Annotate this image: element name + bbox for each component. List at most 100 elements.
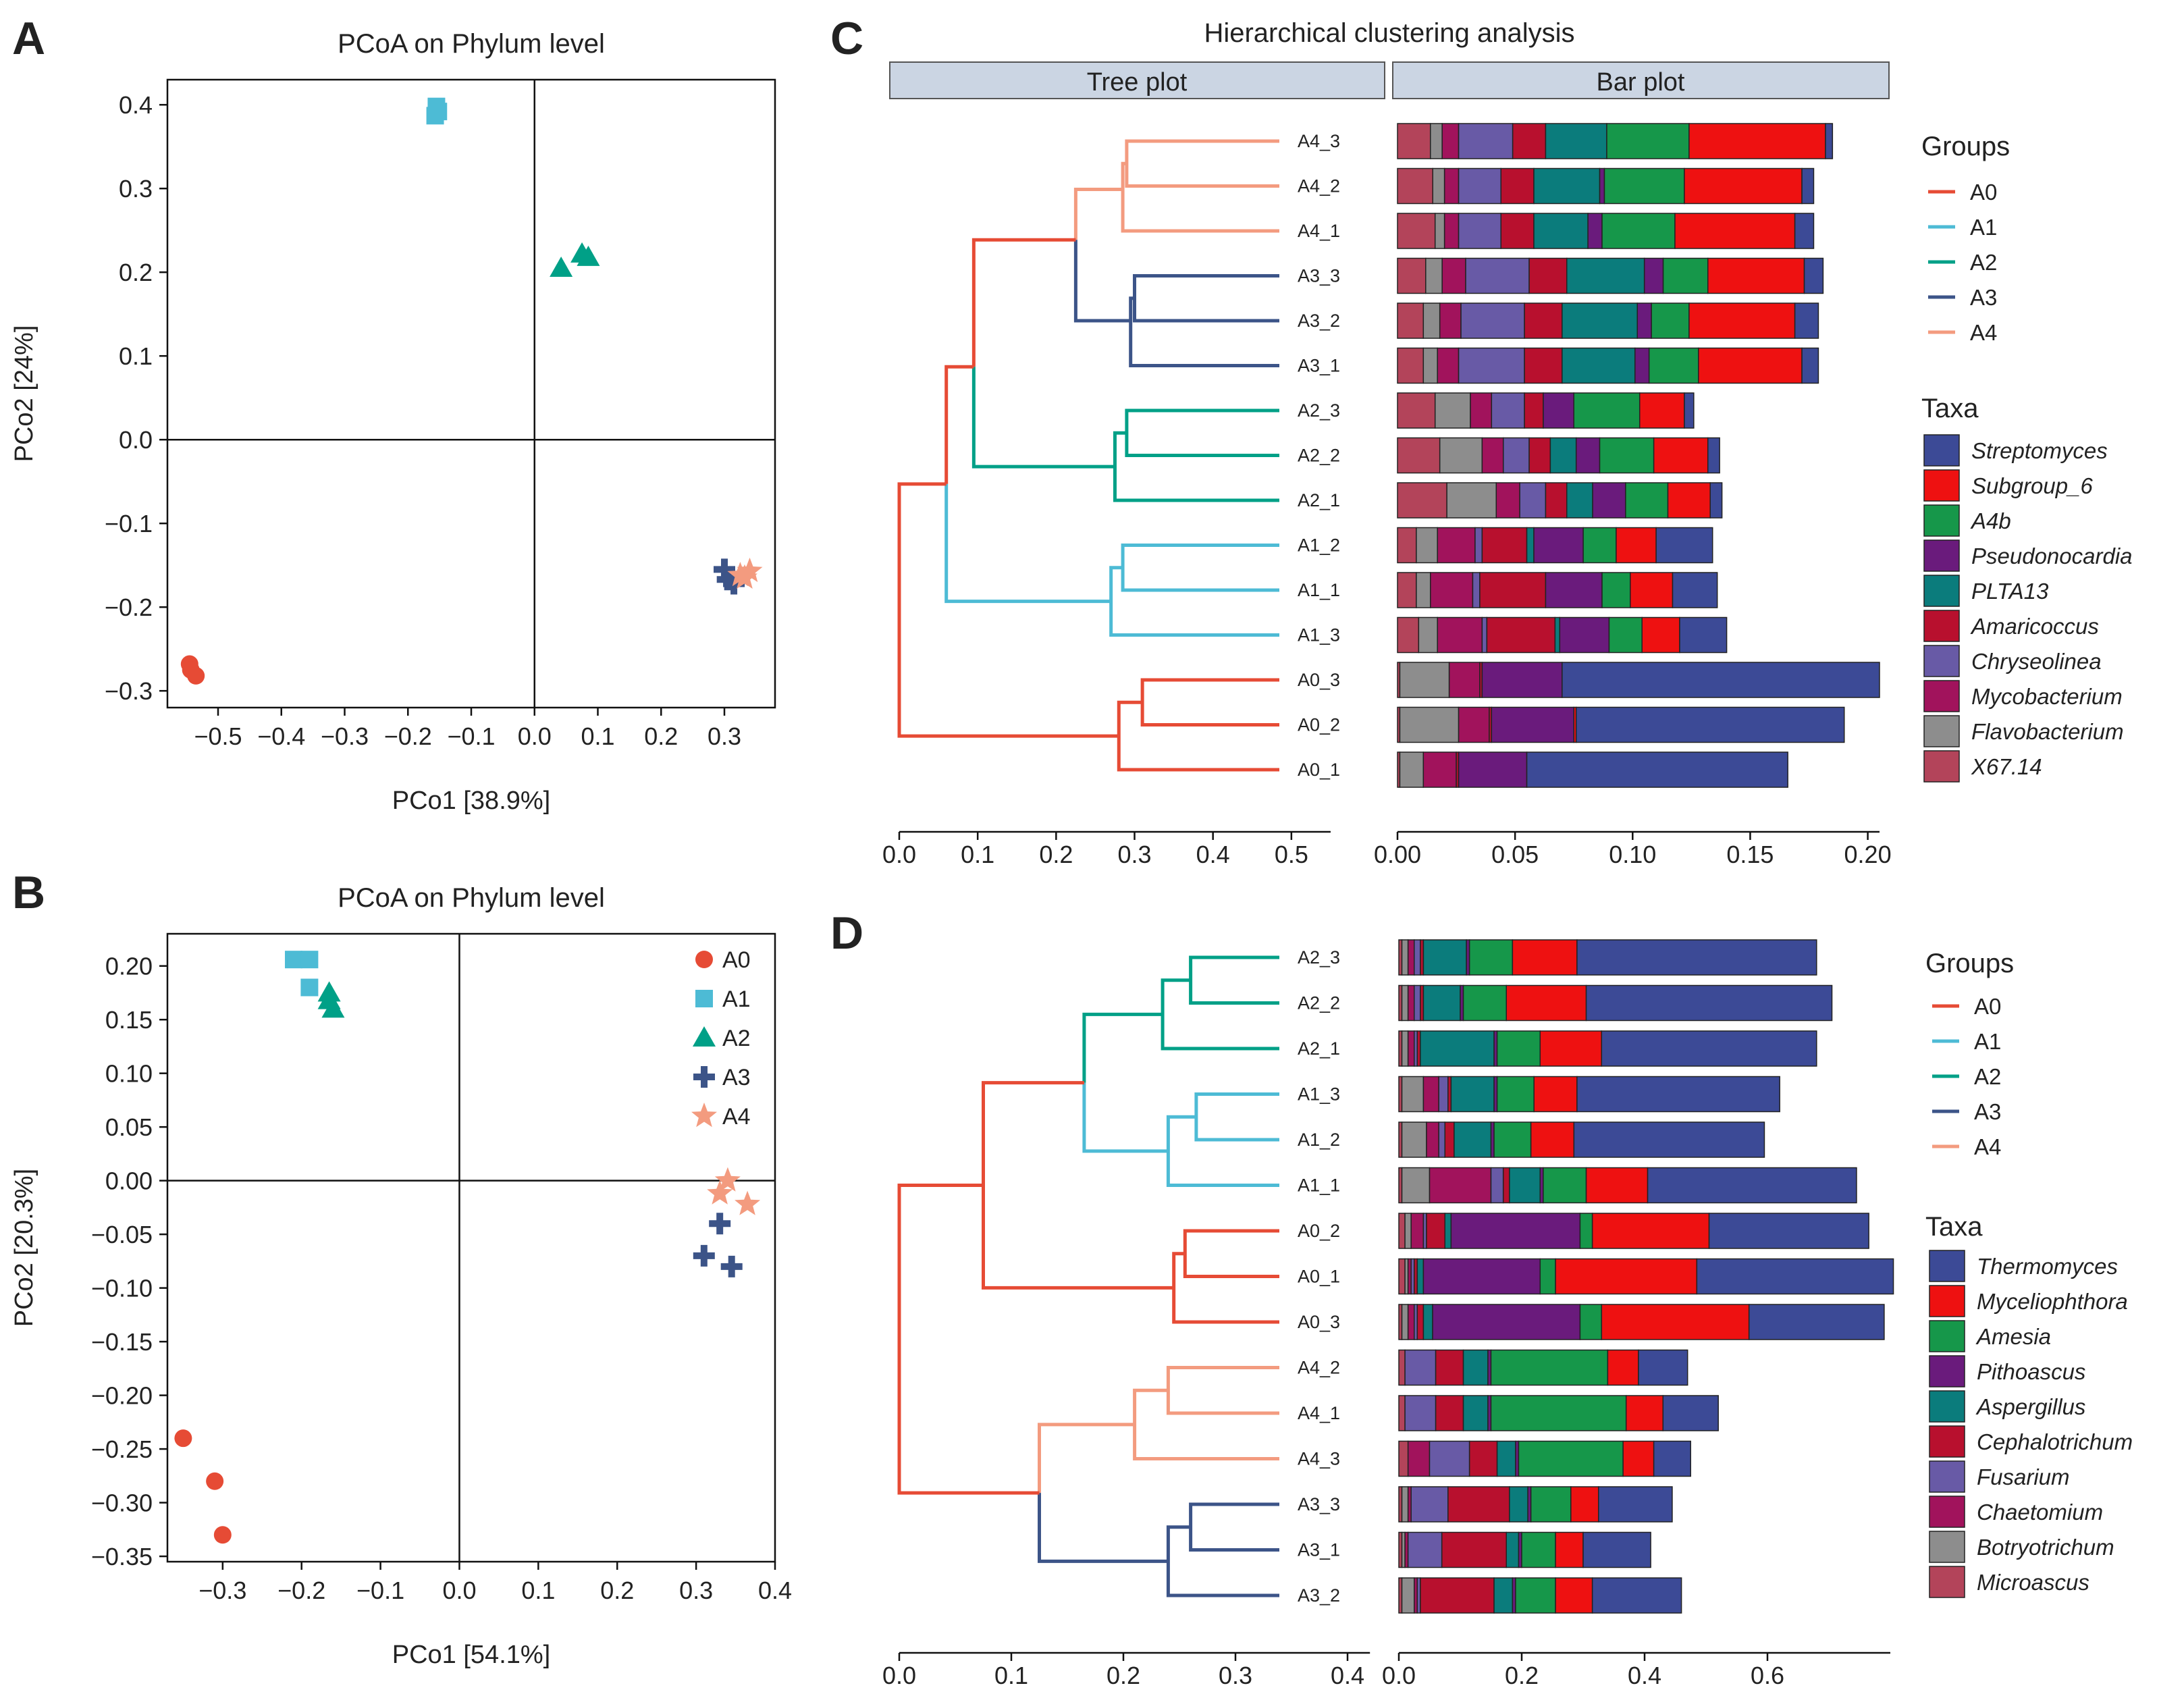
bar-segment	[1598, 1486, 1673, 1523]
tree-tick-label-c: 0.5	[1275, 841, 1308, 868]
bar-tick-label-c: 0.20	[1844, 841, 1892, 868]
bar-segment	[1422, 751, 1457, 788]
bar-segment	[1519, 482, 1547, 519]
tree-branch	[1113, 431, 1279, 502]
bar-segment	[1579, 1304, 1603, 1340]
tree-branch	[1166, 1115, 1279, 1187]
bar-segment	[1708, 1213, 1869, 1249]
taxa-legend-swatch-d	[1929, 1425, 1965, 1458]
pcoa-b-point-a0	[206, 1472, 224, 1490]
groups-legend-label-d: A1	[1974, 1029, 2001, 1054]
pcoa-b-legend-label: A4	[722, 1104, 751, 1130]
pcoa-b-legend-marker	[693, 1066, 715, 1088]
pcoa-a-point-a0	[187, 666, 205, 685]
bar-segment	[1528, 437, 1551, 474]
tree-branch	[1109, 566, 1279, 637]
pcoa-b-ytick-label: 0.00	[105, 1167, 153, 1195]
tree-leaf-label: A0_3	[1298, 670, 1340, 690]
tree-branch	[1140, 678, 1279, 726]
bar-segment	[1707, 437, 1720, 474]
bar-segment	[1481, 616, 1488, 654]
bar-segment	[1458, 347, 1525, 384]
bar-segment	[1539, 1258, 1556, 1295]
bar-segment	[1587, 213, 1603, 249]
bar-segment	[1518, 1440, 1624, 1477]
pcoa-a-xtick-label: −0.3	[321, 722, 369, 750]
pcoa-b-xtick-label: −0.2	[277, 1577, 325, 1604]
pcoa-a-xtick-label: −0.2	[384, 722, 432, 750]
pcoa-a-title: PCoA on Phylum level	[338, 29, 605, 59]
panel-letter-c: C	[830, 13, 863, 64]
panel-letter-d: D	[830, 907, 863, 959]
bar-segment	[1801, 167, 1815, 205]
tree-tick-label-c: 0.0	[882, 841, 916, 868]
tree-leaf-label: A3_3	[1298, 266, 1340, 286]
bar-segment	[1458, 123, 1514, 159]
pcoa-a-ytick-label: 0.0	[119, 426, 153, 454]
bar-segment	[1401, 1577, 1415, 1614]
pcoa-a-point-a2	[577, 245, 600, 266]
bar-segment	[1528, 257, 1568, 294]
bar-segment	[1533, 213, 1589, 249]
pcoa-a-point-a2	[550, 257, 573, 277]
pcoa-b-ytick-label: −0.20	[91, 1382, 153, 1410]
pcoa-b-legend-marker	[693, 1026, 716, 1047]
pcoa-a-ytick-label: −0.1	[105, 510, 153, 537]
bar-segment	[1603, 167, 1685, 205]
taxa-legend-swatch-c	[1923, 469, 1960, 502]
tree-leaf-label: A4_1	[1298, 1403, 1340, 1423]
bar-segment	[1460, 302, 1525, 339]
groups-legend-title-c: Groups	[1921, 132, 2010, 161]
pcoa-b-point-a1	[285, 951, 303, 969]
pcoa-b-ytick-label: −0.05	[91, 1221, 153, 1248]
bar-segment	[1398, 1258, 1406, 1295]
bar-segment	[1543, 1167, 1587, 1204]
pcoa-b-xlabel: PCo1 [54.1%]	[392, 1641, 550, 1669]
taxa-legend-label-c: Chryseolinea	[1971, 649, 2102, 674]
bar-segment	[1458, 706, 1490, 743]
pcoa-a-point-a3	[714, 558, 735, 581]
bar-segment	[1495, 482, 1520, 519]
bar-segment	[1425, 257, 1443, 294]
bar-segment	[1698, 347, 1803, 384]
groups-legend-label-d: A4	[1974, 1134, 2001, 1159]
pcoa-b-legend-label: A2	[722, 1026, 751, 1051]
tree-leaf-label: A4_1	[1298, 221, 1340, 241]
tree-branch	[1133, 274, 1279, 323]
bar-segment	[1416, 1258, 1424, 1295]
taxa-legend-swatch-d	[1929, 1531, 1965, 1563]
tree-branch	[1121, 161, 1279, 233]
bar-segment	[1591, 1213, 1710, 1249]
pcoa-b-point-a0	[174, 1429, 192, 1448]
pcoa-a-frame	[166, 78, 776, 709]
tree-leaf-label: A0_1	[1298, 1267, 1340, 1287]
bar-segment	[1500, 167, 1535, 205]
taxa-legend-title-d: Taxa	[1925, 1212, 1983, 1242]
taxa-legend-swatch-d	[1929, 1390, 1965, 1423]
tree-tick-label-c: 0.4	[1196, 841, 1230, 868]
pcoa-a-xtick-label: 0.3	[708, 722, 741, 750]
pcoa-b-ytick-label: −0.10	[91, 1275, 153, 1302]
bar-segment	[1422, 1076, 1439, 1113]
pcoa-b-point-a3	[720, 1255, 743, 1277]
bar-segment	[1526, 751, 1788, 788]
pcoa-a-point-a4	[737, 557, 763, 583]
tree-branch	[1121, 544, 1279, 592]
pcoa-b-point-a1	[300, 978, 319, 997]
tree-branch	[1189, 1502, 1279, 1552]
bar-segment	[1397, 213, 1436, 249]
bar-segment	[1585, 984, 1833, 1022]
bar-segment	[1398, 1213, 1406, 1249]
bar-segment	[1397, 527, 1417, 564]
pcoa-b-ytick-label: −0.35	[91, 1543, 153, 1570]
pcoa-b-ytick-label: 0.20	[105, 953, 153, 980]
bar-segment	[1441, 123, 1460, 159]
tree-branch	[1129, 296, 1279, 367]
pcoa-b-legend-label: A1	[722, 986, 751, 1012]
bar-segment	[1462, 1349, 1489, 1386]
bar-segment	[1422, 1258, 1541, 1295]
bar-segment	[1562, 302, 1639, 339]
bar-segment	[1401, 1486, 1409, 1523]
pcoa-b-xtick-label: 0.2	[600, 1577, 634, 1604]
pcoa-a-xtick-label: −0.5	[194, 722, 242, 750]
